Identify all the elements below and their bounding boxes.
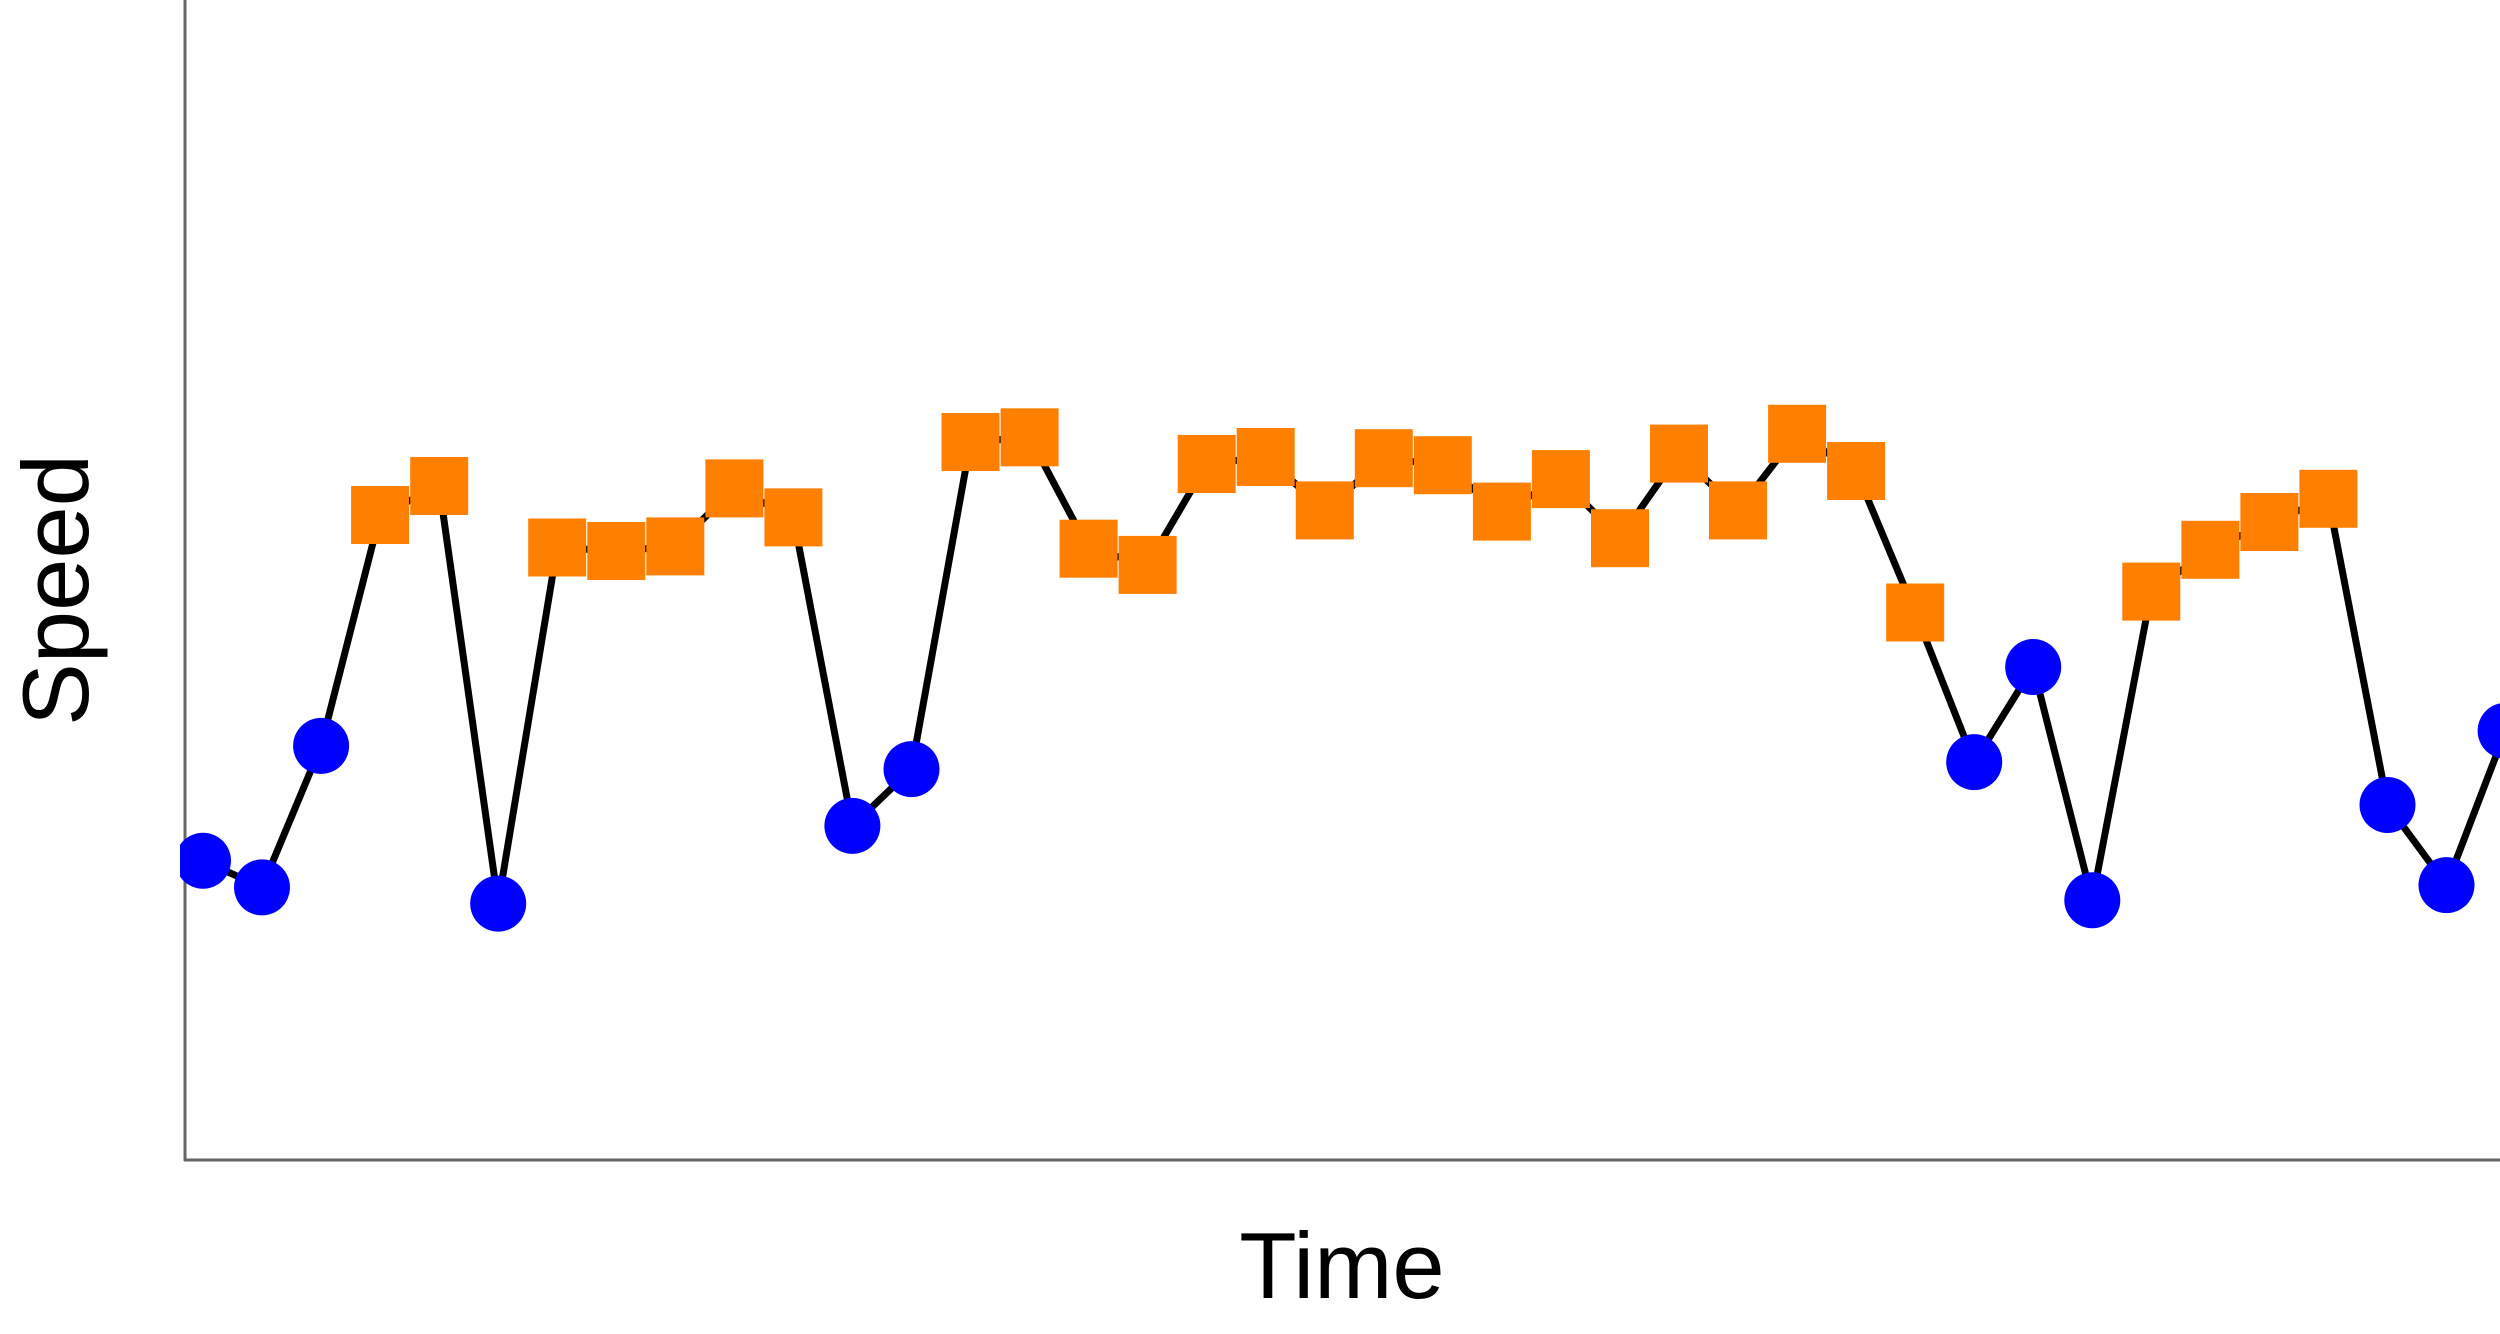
data-point-low-37 xyxy=(2359,777,2416,833)
data-point-high-14 xyxy=(1000,408,1059,467)
data-point-high-34 xyxy=(2181,520,2240,579)
y-axis-title: Speed xyxy=(3,454,108,726)
data-point-high-9 xyxy=(705,459,764,518)
data-point-high-20 xyxy=(1354,429,1413,488)
data-point-high-27 xyxy=(1768,404,1827,463)
data-point-high-18 xyxy=(1236,428,1295,486)
speed-series-line xyxy=(199,430,2500,908)
data-point-high-22 xyxy=(1472,482,1531,541)
data-point-high-15 xyxy=(1059,519,1118,578)
data-point-high-4 xyxy=(410,457,469,515)
data-point-high-7 xyxy=(587,522,646,580)
data-point-low-2 xyxy=(293,717,350,774)
data-point-high-13 xyxy=(941,413,1000,471)
data-point-high-3 xyxy=(351,486,410,544)
data-point-low-12 xyxy=(883,741,940,798)
data-point-high-8 xyxy=(646,517,705,576)
x-axis-title: Time xyxy=(1239,1213,1444,1318)
data-point-high-23 xyxy=(1531,450,1590,509)
data-point-high-28 xyxy=(1827,442,1886,500)
data-point-low-5 xyxy=(470,875,527,932)
data-point-high-29 xyxy=(1886,583,1945,642)
data-point-high-16 xyxy=(1118,535,1177,594)
data-point-low-30 xyxy=(1946,734,2003,791)
data-point-high-19 xyxy=(1295,481,1354,540)
data-point-low-32 xyxy=(2064,872,2121,929)
data-point-high-35 xyxy=(2240,493,2299,551)
data-point-high-33 xyxy=(2122,562,2181,621)
data-point-high-10 xyxy=(764,488,823,547)
data-point-low-38 xyxy=(2418,857,2475,914)
data-point-high-17 xyxy=(1177,435,1236,493)
data-point-high-25 xyxy=(1650,424,1708,483)
data-point-high-36 xyxy=(2299,469,2358,528)
data-point-high-21 xyxy=(1413,436,1472,495)
data-point-low-31 xyxy=(2005,639,2062,695)
data-point-high-6 xyxy=(528,518,587,577)
data-point-high-24 xyxy=(1591,509,1649,568)
data-point-low-0 xyxy=(180,832,231,889)
data-point-high-26 xyxy=(1709,481,1767,540)
data-point-low-1 xyxy=(234,859,290,916)
data-point-low-39 xyxy=(2477,703,2500,759)
plot-area xyxy=(180,404,2500,932)
data-point-low-11 xyxy=(824,797,881,854)
